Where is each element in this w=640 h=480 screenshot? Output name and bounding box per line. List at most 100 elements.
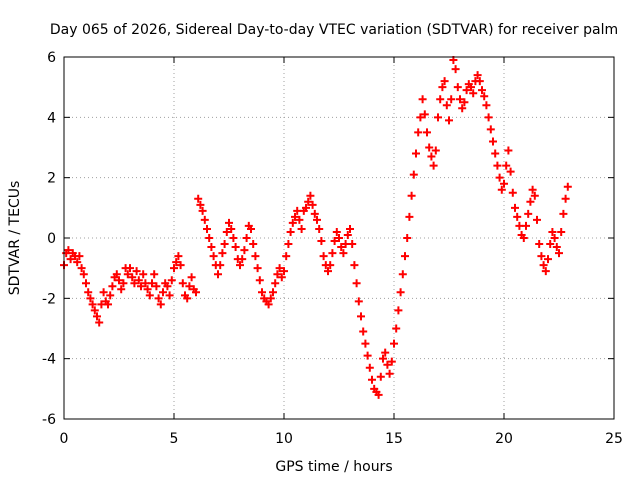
data-point [288, 218, 297, 227]
data-point [398, 270, 407, 279]
data-point [280, 267, 288, 276]
data-point [240, 246, 249, 255]
data-point [139, 270, 148, 279]
data-point [462, 86, 471, 95]
series-palm [60, 56, 572, 399]
data-point [187, 273, 196, 282]
data-point [374, 390, 383, 399]
data-point [227, 224, 236, 233]
data-point [176, 261, 185, 270]
data-point [427, 152, 436, 161]
data-point [365, 363, 374, 372]
data-point [295, 215, 304, 224]
data-point [429, 161, 438, 170]
data-point [453, 83, 462, 92]
data-point [66, 255, 75, 264]
data-point [420, 110, 429, 119]
data-point [537, 252, 546, 261]
data-point [332, 227, 341, 236]
data-point [128, 273, 137, 282]
data-point [442, 101, 451, 110]
data-point [209, 252, 218, 261]
data-point [405, 212, 414, 221]
data-point [200, 215, 209, 224]
data-point [416, 113, 425, 122]
data-point [247, 224, 255, 233]
data-point [482, 101, 491, 110]
y-tick-label: -2 [42, 291, 56, 307]
data-point [286, 227, 295, 236]
data-point [282, 252, 291, 261]
y-axis-label: SDTVAR / TECUs [7, 181, 23, 296]
data-point [231, 243, 240, 252]
data-point [519, 234, 528, 242]
data-point [205, 234, 214, 242]
x-tick-label: 15 [385, 431, 403, 447]
data-point [183, 294, 192, 303]
data-point [317, 237, 326, 246]
x-tick-label: 25 [605, 431, 623, 447]
data-point [148, 279, 156, 288]
data-point [535, 240, 544, 249]
data-point [346, 224, 354, 233]
data-point [524, 209, 533, 218]
data-point [117, 285, 126, 294]
data-point [170, 264, 178, 273]
data-point [555, 249, 563, 258]
data-point [112, 270, 121, 279]
data-point [313, 215, 321, 224]
data-point [497, 185, 506, 194]
data-point [84, 288, 93, 297]
data-point [64, 246, 73, 255]
data-point [165, 291, 174, 300]
data-point [533, 215, 541, 224]
data-point [337, 243, 346, 252]
data-point [150, 270, 159, 279]
data-point [82, 279, 90, 288]
data-point [484, 113, 493, 122]
data-point [513, 212, 522, 221]
data-point [407, 191, 416, 200]
data-point [178, 279, 187, 288]
data-point [308, 200, 317, 209]
data-point [218, 249, 227, 258]
data-point [123, 270, 132, 279]
data-point [511, 203, 519, 212]
data-point [236, 261, 244, 270]
data-point [546, 240, 555, 249]
data-point [387, 357, 396, 366]
data-point [350, 261, 359, 270]
data-point [185, 282, 194, 291]
data-point [266, 294, 275, 303]
data-point [396, 288, 405, 297]
data-point [159, 288, 167, 297]
data-point [456, 95, 464, 104]
data-point [359, 327, 368, 336]
data-point [198, 206, 207, 215]
data-point [526, 197, 535, 206]
data-point [339, 249, 348, 258]
data-point [445, 116, 453, 125]
data-point [423, 128, 431, 137]
data-point [143, 285, 152, 294]
data-point [425, 143, 434, 152]
y-tick-label: -6 [42, 412, 56, 428]
data-point [79, 270, 88, 279]
data-point [451, 65, 460, 74]
data-point [394, 306, 403, 315]
data-point [467, 83, 475, 92]
data-point [154, 294, 163, 303]
data-point [156, 300, 165, 309]
data-point [390, 339, 398, 348]
data-point [174, 252, 183, 261]
data-point [319, 252, 328, 261]
data-point [458, 104, 467, 113]
data-point [493, 161, 502, 170]
data-point [214, 270, 222, 279]
data-point [357, 312, 365, 321]
data-point [324, 267, 332, 276]
data-point [326, 261, 335, 270]
data-point [392, 324, 401, 333]
data-point [207, 243, 216, 252]
